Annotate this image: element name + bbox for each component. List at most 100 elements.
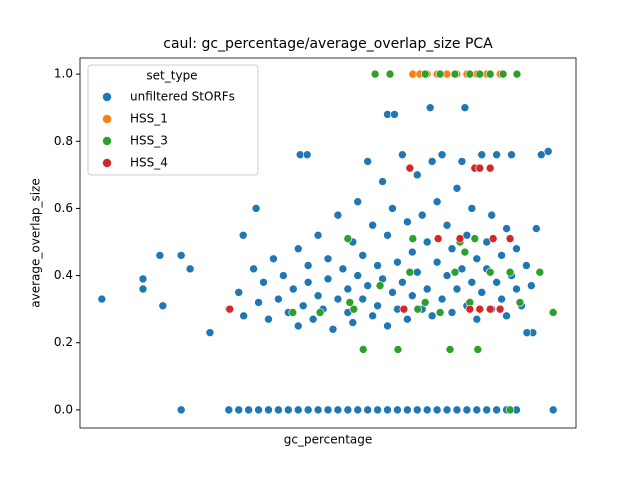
point xyxy=(378,177,387,186)
point xyxy=(498,69,508,79)
point xyxy=(315,308,325,317)
point xyxy=(293,405,303,415)
point xyxy=(548,308,558,317)
point xyxy=(452,183,462,193)
point xyxy=(333,294,343,304)
point xyxy=(492,277,501,287)
point xyxy=(205,328,215,337)
point xyxy=(358,251,368,260)
point xyxy=(462,405,472,415)
point xyxy=(505,405,515,415)
point xyxy=(234,288,244,297)
point xyxy=(264,405,273,415)
point xyxy=(437,294,447,304)
point xyxy=(259,277,268,287)
point xyxy=(274,294,283,304)
point xyxy=(432,257,442,267)
legend-box xyxy=(87,64,259,176)
point xyxy=(343,405,353,415)
point xyxy=(535,267,545,277)
point xyxy=(225,304,235,314)
point xyxy=(385,69,395,79)
point xyxy=(353,271,363,280)
point xyxy=(302,150,312,159)
point xyxy=(475,163,485,173)
point xyxy=(383,405,392,415)
point xyxy=(465,69,475,79)
point xyxy=(288,308,298,317)
point xyxy=(502,311,511,321)
y-tick-label: 0.2 xyxy=(54,335,73,349)
point xyxy=(435,308,445,317)
point xyxy=(482,405,492,415)
point xyxy=(487,210,496,220)
point xyxy=(475,304,485,314)
point xyxy=(303,277,313,287)
point xyxy=(313,291,323,301)
point xyxy=(264,314,273,324)
point xyxy=(412,170,422,180)
point xyxy=(445,345,455,354)
y-tick-label: 1.0 xyxy=(54,67,73,81)
legend-label: unfiltered StORFs xyxy=(130,90,235,104)
points xyxy=(97,69,558,415)
point xyxy=(502,224,511,233)
point xyxy=(249,264,258,274)
point xyxy=(515,298,525,307)
point xyxy=(413,304,423,314)
point xyxy=(425,103,435,112)
point xyxy=(370,69,380,79)
chart-title: caul: gc_percentage/average_overlap_size… xyxy=(163,36,493,52)
point xyxy=(399,304,409,314)
point xyxy=(450,267,460,277)
point xyxy=(323,274,333,284)
point xyxy=(393,257,402,267)
point xyxy=(388,204,397,213)
point xyxy=(303,261,313,270)
point xyxy=(398,150,407,159)
point xyxy=(532,224,541,233)
point xyxy=(348,318,358,327)
point xyxy=(323,254,333,264)
point xyxy=(452,284,462,294)
point xyxy=(432,197,442,207)
point xyxy=(465,304,475,314)
point xyxy=(368,311,377,321)
point xyxy=(457,157,467,166)
point xyxy=(405,163,415,173)
legend-marker xyxy=(102,158,112,168)
point xyxy=(293,321,303,331)
point xyxy=(447,244,457,254)
point xyxy=(543,147,553,156)
point xyxy=(269,254,278,264)
point xyxy=(427,157,437,166)
point xyxy=(492,405,501,415)
point xyxy=(390,110,399,119)
point xyxy=(488,234,498,243)
point xyxy=(462,230,472,240)
point xyxy=(244,405,253,415)
point xyxy=(460,247,470,257)
point xyxy=(393,345,403,354)
point xyxy=(238,230,248,240)
point xyxy=(343,234,353,243)
point xyxy=(485,69,495,79)
point xyxy=(138,284,148,294)
legend-marker xyxy=(102,136,112,146)
point xyxy=(433,234,443,243)
y-tick-label: 0.6 xyxy=(54,201,73,215)
point xyxy=(254,405,263,415)
point xyxy=(313,405,323,415)
point xyxy=(512,284,521,294)
point xyxy=(548,405,558,415)
legend-label: HSS_1 xyxy=(130,112,168,126)
point xyxy=(417,210,427,220)
point xyxy=(383,230,392,240)
point xyxy=(422,405,432,415)
point xyxy=(353,197,363,207)
legend-title: set_type xyxy=(146,69,197,83)
point xyxy=(323,405,333,415)
point xyxy=(442,405,452,415)
point xyxy=(403,405,412,415)
